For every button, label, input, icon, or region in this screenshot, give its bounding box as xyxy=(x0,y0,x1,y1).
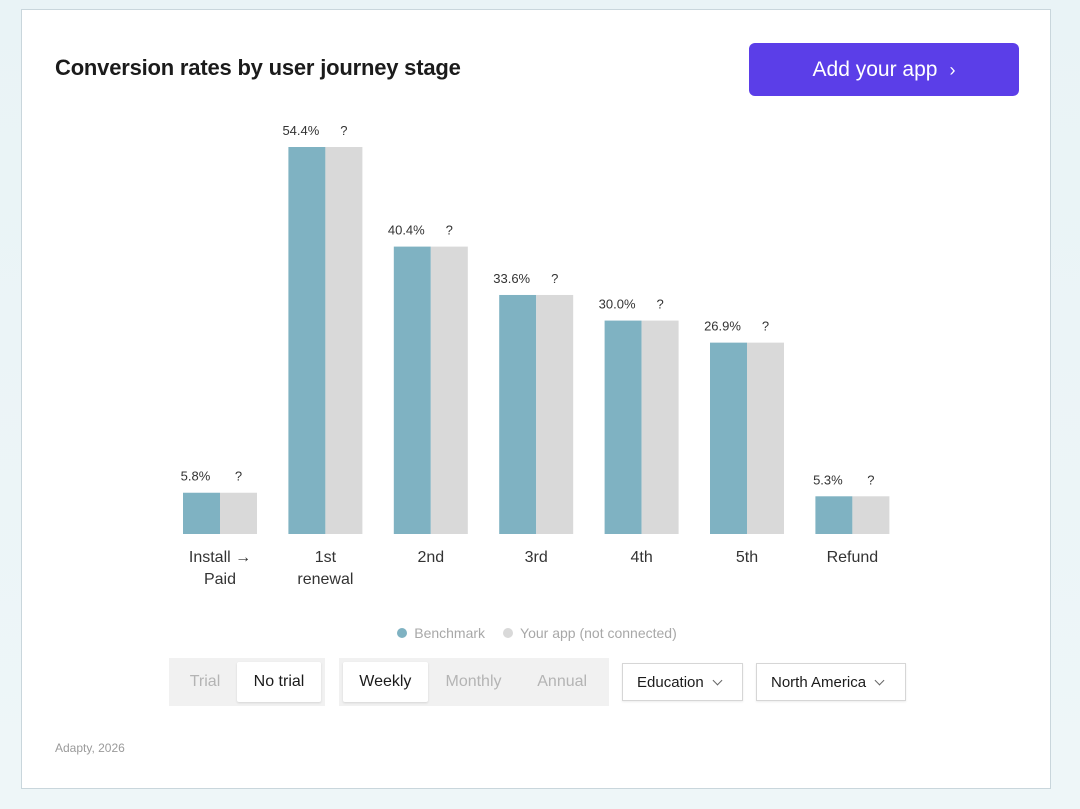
chart-card: Conversion rates by user journey stage A… xyxy=(21,9,1051,789)
legend-label-benchmark: Benchmark xyxy=(414,625,486,641)
legend-dot-benchmark xyxy=(397,628,408,638)
bar-benchmark-1 xyxy=(288,147,326,534)
category-label-2: 2nd xyxy=(417,549,444,566)
footer-credit: Adapty, 2026 xyxy=(55,741,125,755)
chart-legend: Benchmark Your app (not connected) xyxy=(22,625,1052,641)
legend-item-benchmark: Benchmark xyxy=(397,625,485,641)
data-label-your-app-5: ? xyxy=(762,319,769,334)
bar-benchmark-0 xyxy=(183,492,220,534)
bar-benchmark-4 xyxy=(604,320,642,534)
category-label-0: Install → Paid xyxy=(189,549,251,588)
data-label-your-app-3: ? xyxy=(551,271,558,286)
trial-option[interactable]: Trial xyxy=(189,673,221,690)
bar-your-app-4 xyxy=(641,320,679,534)
category-label-6: Refund xyxy=(827,549,879,566)
data-label-benchmark-6: 5.3% xyxy=(813,472,843,487)
data-label-benchmark-5: 26.9% xyxy=(704,319,741,334)
bar-benchmark-6 xyxy=(815,496,853,534)
category-dropdown[interactable]: Education xyxy=(622,663,743,701)
data-label-benchmark-0: 5.8% xyxy=(181,469,211,484)
bar-benchmark-2 xyxy=(393,246,431,534)
data-label-your-app-4: ? xyxy=(656,297,663,312)
bar-your-app-2 xyxy=(430,246,468,534)
bar-benchmark-3 xyxy=(499,294,537,534)
category-label-3: 3rd xyxy=(525,549,548,566)
legend-item-your-app: Your app (not connected) xyxy=(503,625,677,641)
data-label-your-app-6: ? xyxy=(867,472,874,487)
monthly-option[interactable]: Monthly xyxy=(445,673,502,690)
region-dropdown[interactable]: North America xyxy=(756,663,906,701)
no-trial-option[interactable]: No trial xyxy=(237,662,321,702)
data-label-your-app-1: ? xyxy=(340,123,347,138)
bar-chart: 5.8% ? Install → Paid 54.4% ? 1st renewal 40.4%?… xyxy=(181,123,890,588)
category-label-1: 1st renewal xyxy=(297,549,353,588)
legend-dot-your-app xyxy=(503,628,514,638)
data-label-benchmark-4: 30.0% xyxy=(599,297,636,312)
legend-label-your-app: Your app (not connected) xyxy=(520,625,677,641)
period-toggle: Weekly Monthly Annual xyxy=(339,658,609,706)
data-label-benchmark-1: 54.4% xyxy=(282,123,319,138)
bar-your-app-0 xyxy=(220,492,257,534)
bar-your-app-6 xyxy=(852,496,890,534)
page-title: Conversion rates by user journey stage xyxy=(55,55,461,80)
add-your-app-button[interactable]: Add your app › xyxy=(749,43,1019,96)
annual-option[interactable]: Annual xyxy=(537,673,588,690)
chevron-down-icon xyxy=(874,675,885,685)
bar-your-app-5 xyxy=(747,342,784,534)
data-label-benchmark-3: 33.6% xyxy=(493,271,530,286)
bar-your-app-3 xyxy=(536,294,574,534)
data-label-your-app-0: ? xyxy=(235,469,242,484)
chevron-right-icon: › xyxy=(949,59,956,80)
category-value: Education xyxy=(637,673,704,691)
region-value: North America xyxy=(771,673,867,691)
data-label-your-app-2: ? xyxy=(446,223,453,238)
weekly-option[interactable]: Weekly xyxy=(343,662,428,702)
bar-your-app-1 xyxy=(325,147,363,534)
trial-toggle: Trial No trial xyxy=(169,658,325,706)
category-label-5: 5th xyxy=(736,549,758,566)
data-label-benchmark-2: 40.4% xyxy=(388,223,425,238)
chevron-down-icon xyxy=(712,675,723,685)
category-label-4: 4th xyxy=(630,549,652,566)
add-your-app-label: Add your app xyxy=(812,57,938,81)
bar-benchmark-5 xyxy=(710,342,747,534)
